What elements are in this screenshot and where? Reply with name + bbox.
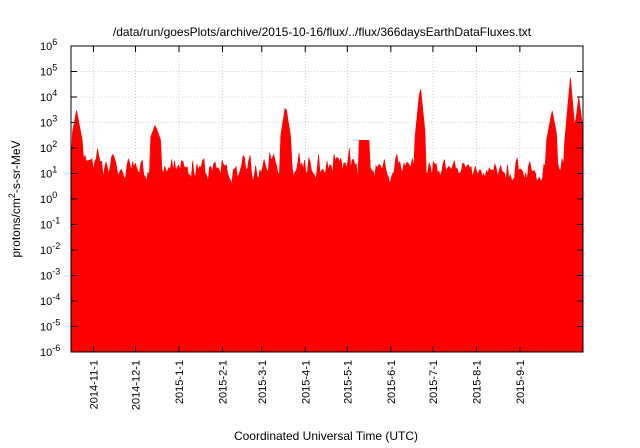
y-tick-label: 10-2 (40, 241, 60, 257)
x-tick-label: 2015-5-1 (342, 360, 354, 404)
y-tick-label: 106 (40, 37, 57, 53)
y-tick-label: 10-4 (40, 292, 60, 308)
x-tick-label: 2014-11-1 (88, 360, 100, 409)
x-tick-label: 2015-4-1 (300, 360, 312, 404)
x-tick-labels: 2014-11-1 2014-12-1 2015-1-1 2015-2-1 2015-3… (88, 360, 526, 410)
y-axis-label-superscript: 2 (7, 193, 17, 198)
chart-title: /data/run/goesPlots/archive/2015-10-16/f… (113, 25, 532, 39)
y-axis-label-unit: -s-sr-MeV (9, 140, 23, 193)
x-tick-label: 2015-8-1 (471, 360, 483, 404)
y-tick-label: 10-6 (40, 343, 60, 359)
x-tick-label: 2015-2-1 (217, 360, 229, 404)
y-tick-label: 102 (40, 139, 57, 155)
y-tick-labels: 10-6 10-5 10-4 10-3 10-2 10-1 100 101 102 103 104 1… (40, 37, 60, 359)
y-tick-label: 100 (40, 190, 57, 206)
x-axis-label: Coordinated Universal Time (UTC) (234, 429, 418, 443)
x-tick-label: 2015-7-1 (428, 360, 440, 404)
y-tick-label: 10-1 (40, 216, 60, 232)
y-axis-label: protons/cm2-s-sr-MeV (7, 140, 23, 257)
y-tick-label: 103 (40, 114, 57, 130)
x-tick-label: 2015-3-1 (257, 360, 269, 404)
x-tick-label: 2015-1-1 (174, 360, 186, 404)
y-tick-label: 105 (40, 63, 57, 79)
y-tick-label: 101 (40, 165, 57, 181)
ticks (71, 45, 583, 353)
y-axis-label-main: protons/cm (9, 198, 23, 257)
x-tick-label: 2015-9-1 (515, 360, 527, 404)
series-group (70, 77, 584, 353)
x-tick-label: 2014-12-1 (131, 360, 143, 410)
y-tick-label: 104 (40, 88, 57, 104)
y-tick-label: 10-3 (40, 267, 60, 283)
series-band-6 (70, 77, 584, 353)
y-tick-label: 10-5 (40, 318, 60, 334)
x-tick-label: 2015-6-1 (386, 360, 398, 404)
